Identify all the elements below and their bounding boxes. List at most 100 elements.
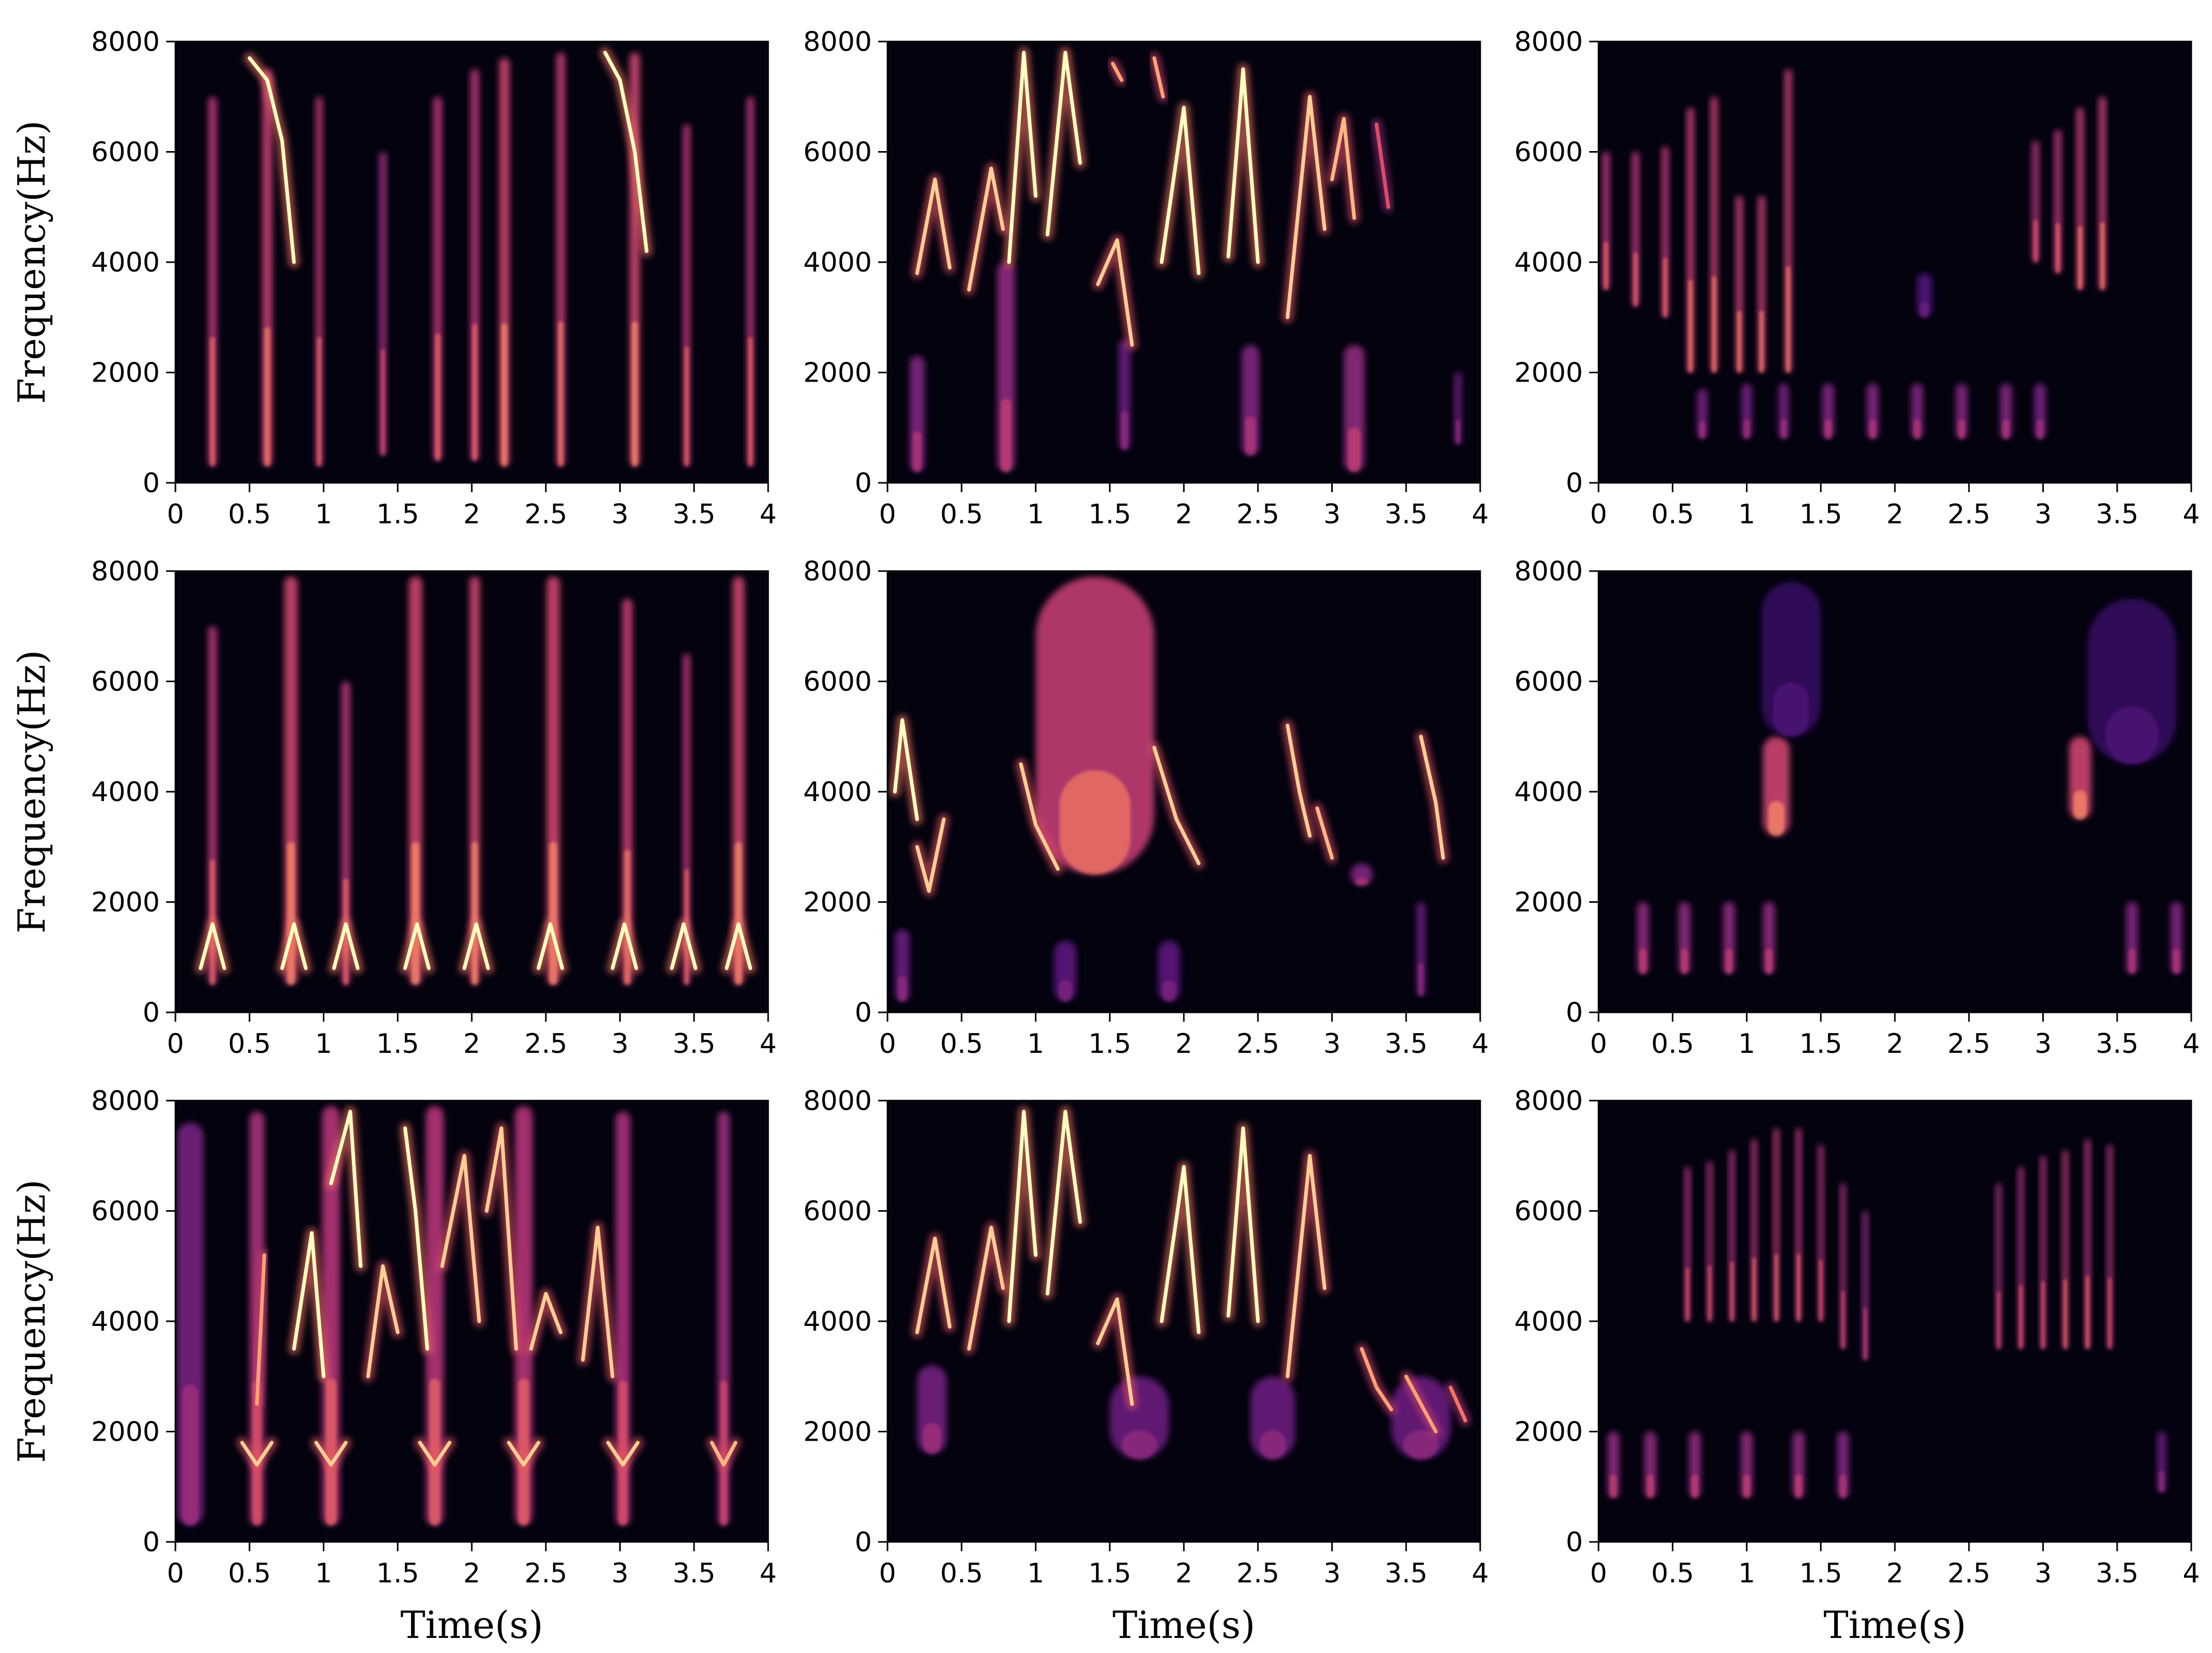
energy-core <box>1780 419 1787 439</box>
x-tick-label: 3.5 <box>673 1558 716 1589</box>
plot-area <box>889 576 1449 1001</box>
frequency-sweep <box>332 922 360 970</box>
y-tick-label: 6000 <box>803 667 872 698</box>
x-tick-label: 0.5 <box>1651 499 1694 530</box>
frequency-sweep <box>403 922 431 970</box>
y-tick-label: 0 <box>1566 997 1583 1028</box>
energy-core <box>325 1378 337 1526</box>
frequency-sweep <box>529 1292 563 1351</box>
frequency-sweep <box>606 1441 640 1467</box>
energy-core <box>2033 220 2038 262</box>
plot-area <box>195 576 756 985</box>
plot-area <box>1602 69 2106 439</box>
x-tick-label: 0 <box>1590 1028 1607 1060</box>
y-tick-label: 8000 <box>1514 1086 1583 1117</box>
spectrogram-panel: 0 0.5 1 1.5 2 2.5 3 3.5 4 0 2000 4000 6000 8000 Freque… <box>10 26 777 530</box>
frequency-sweep <box>403 1126 429 1351</box>
energy-core <box>471 842 478 985</box>
x-tick-label: 1.5 <box>376 1028 419 1060</box>
energy-core <box>264 327 271 467</box>
plot-area <box>1637 582 2182 974</box>
x-tick-label: 2 <box>1175 1558 1192 1589</box>
x-tick-label: 2 <box>1175 499 1192 530</box>
energy-core <box>1920 302 1929 318</box>
x-tick-label: 4 <box>1471 499 1489 530</box>
energy-core <box>1647 1474 1654 1498</box>
x-tick-label: 0 <box>879 499 896 530</box>
frequency-sweep <box>1159 106 1201 275</box>
frequency-sweep <box>199 922 226 970</box>
energy-core <box>1708 1265 1712 1321</box>
x-tick-label: 1 <box>1738 1028 1755 1060</box>
energy-core <box>1841 1291 1845 1349</box>
energy-core <box>1795 1474 1803 1498</box>
energy-core <box>411 842 420 985</box>
y-tick-label: 0 <box>855 468 872 499</box>
energy-core <box>748 336 753 467</box>
y-tick-label: 0 <box>1566 468 1583 499</box>
frequency-sweep <box>1360 1347 1394 1412</box>
spectrogram-panel: 0 0.5 1 1.5 2 2.5 3 3.5 4 0 2000 4000 6000 8000 <box>1514 556 2200 1060</box>
frequency-sweep <box>1226 67 1260 264</box>
frequency-sweep <box>1374 122 1390 209</box>
x-tick-label: 1 <box>1738 1558 1755 1589</box>
energy-core <box>2078 226 2083 290</box>
energy-core <box>1743 1474 1751 1498</box>
energy-core <box>252 1380 262 1526</box>
frequency-sweep <box>329 1109 363 1268</box>
plot-area <box>911 1106 1471 1459</box>
x-tick-label: 0 <box>167 1028 184 1060</box>
x-tick-label: 2.5 <box>1947 1558 1990 1589</box>
x-tick-label: 4 <box>759 1558 776 1589</box>
energy-core <box>1839 1474 1847 1498</box>
x-tick-label: 2.5 <box>524 1558 567 1589</box>
energy-core <box>2100 222 2105 290</box>
y-tick-label: 6000 <box>803 137 872 168</box>
energy-core <box>317 336 322 467</box>
x-tick-label: 2 <box>1175 1028 1192 1060</box>
energy-core <box>1774 1253 1779 1321</box>
y-tick-label: 2000 <box>91 1417 160 1448</box>
frequency-sweep <box>280 922 308 970</box>
energy-core <box>735 842 742 985</box>
energy-core <box>897 976 907 1001</box>
y-tick-label: 0 <box>1566 1527 1583 1558</box>
x-tick-label: 3 <box>2035 1028 2052 1060</box>
x-tick-label: 2 <box>463 1558 480 1589</box>
y-tick-label: 4000 <box>91 1306 160 1337</box>
frequency-sweep <box>670 922 698 970</box>
y-tick-label: 8000 <box>91 556 160 587</box>
x-tick-label: 3 <box>611 499 629 530</box>
plot-background <box>887 571 1480 1012</box>
frequency-sweep <box>1096 1297 1134 1406</box>
frequency-sweep <box>1045 1109 1082 1296</box>
energy-core <box>1759 310 1764 373</box>
y-tick-label: 6000 <box>91 667 160 698</box>
y-tick-label: 2000 <box>1514 358 1583 389</box>
energy-core <box>1869 419 1877 439</box>
energy-core <box>1348 427 1361 472</box>
x-tick-label: 3 <box>611 1558 629 1589</box>
x-tick-label: 3.5 <box>2096 1558 2139 1589</box>
x-tick-label: 1 <box>1027 1028 1044 1060</box>
energy-core <box>1639 949 1647 974</box>
x-tick-label: 1 <box>1027 499 1044 530</box>
y-tick-label: 4000 <box>91 247 160 278</box>
x-tick-label: 1 <box>1027 1558 1044 1589</box>
energy-core <box>2128 949 2136 974</box>
y-tick-label: 4000 <box>1514 1306 1583 1337</box>
frequency-sweep <box>1096 238 1134 347</box>
energy-core <box>1752 1257 1756 1321</box>
energy-core <box>1824 419 1832 439</box>
x-tick-label: 3 <box>1323 1028 1341 1060</box>
energy-core <box>1609 1474 1617 1498</box>
energy-core <box>1997 1291 2001 1349</box>
y-tick-label: 0 <box>143 1527 160 1558</box>
y-tick-label: 8000 <box>803 556 872 587</box>
frequency-sweep <box>1159 1165 1201 1334</box>
frequency-sweep <box>915 817 946 893</box>
energy-core <box>501 323 508 467</box>
frequency-sweep <box>1007 1109 1037 1323</box>
frequency-sweep <box>710 1441 738 1467</box>
frequency-sweep <box>248 56 296 264</box>
